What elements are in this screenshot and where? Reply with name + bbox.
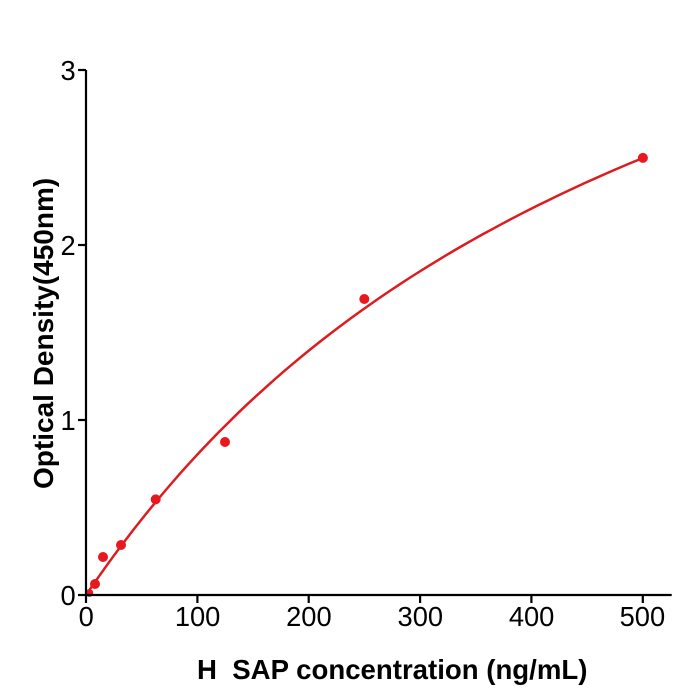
svg-text:0: 0 (79, 601, 94, 632)
svg-text:0: 0 (61, 580, 76, 611)
svg-text:100: 100 (175, 601, 221, 632)
svg-text:2: 2 (61, 230, 76, 261)
svg-text:3: 3 (61, 55, 76, 86)
svg-text:200: 200 (286, 601, 332, 632)
svg-text:1: 1 (61, 405, 76, 436)
svg-text:H SAP concentration (ng/mL): H SAP concentration (ng/mL) (197, 654, 587, 685)
svg-text:Optical Density(450nm): Optical Density(450nm) (28, 178, 59, 489)
svg-text:300: 300 (398, 601, 444, 632)
svg-text:400: 400 (509, 601, 555, 632)
svg-text:500: 500 (620, 601, 666, 632)
